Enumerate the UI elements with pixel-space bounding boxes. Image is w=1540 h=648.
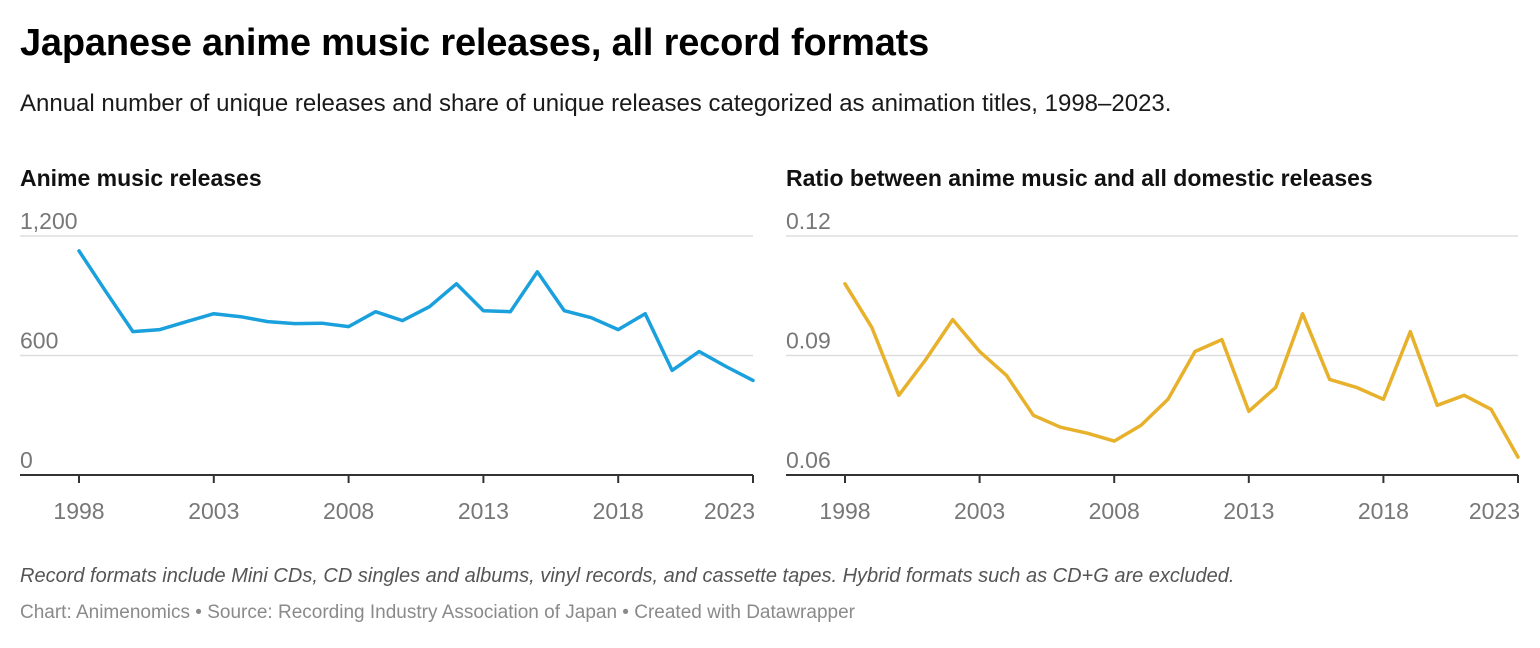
- series-line: [843, 282, 1520, 459]
- x-tick-label: 2003: [954, 498, 1005, 524]
- x-tick-label: 2013: [1223, 498, 1274, 524]
- y-tick-label: 0.09: [786, 328, 831, 354]
- right-chart-title: Ratio between anime music and all domest…: [786, 165, 1373, 191]
- chart-credit: Chart: Animenomics: [20, 602, 191, 623]
- y-tick-label: 0.12: [786, 208, 831, 234]
- page-title: Japanese anime music releases, all recor…: [20, 22, 930, 64]
- created-with-credit: Created with Datawrapper: [634, 602, 855, 623]
- anime-releases-chart: 0 600 1,200 1998 2003 2008 2013 2018 2023: [20, 208, 755, 524]
- left-chart-title: Anime music releases: [20, 165, 262, 191]
- y-tick-label: 1,200: [20, 208, 78, 234]
- series-line: [77, 249, 755, 383]
- y-tick-label: 600: [20, 328, 58, 354]
- x-tick-label: 1998: [53, 498, 104, 524]
- source-credit: Source: Recording Industry Association o…: [207, 602, 618, 623]
- x-tick-label: 2003: [188, 498, 239, 524]
- x-tick-label: 1998: [819, 498, 870, 524]
- x-tick-label: 2013: [458, 498, 509, 524]
- chart-notes: Record formats include Mini CDs, CD sing…: [20, 565, 1235, 587]
- y-tick-label: 0.06: [786, 447, 831, 473]
- x-tick-label: 2023: [1469, 498, 1520, 524]
- x-tick-label: 2008: [323, 498, 374, 524]
- x-tick-label: 2018: [593, 498, 644, 524]
- x-tick-label: 2023: [704, 498, 755, 524]
- byline: Chart: Animenomics • Source: Recording I…: [20, 602, 855, 624]
- x-tick-label: 2018: [1358, 498, 1409, 524]
- anime-ratio-chart: 0.06 0.09 0.12 1998 2003 2008 2013 2018 2023: [786, 208, 1520, 524]
- page-subtitle: Annual number of unique releases and sha…: [20, 90, 1172, 117]
- y-tick-label: 0: [20, 447, 33, 473]
- byline-separator: •: [617, 602, 635, 623]
- byline-separator: •: [190, 602, 208, 623]
- x-tick-label: 2008: [1089, 498, 1140, 524]
